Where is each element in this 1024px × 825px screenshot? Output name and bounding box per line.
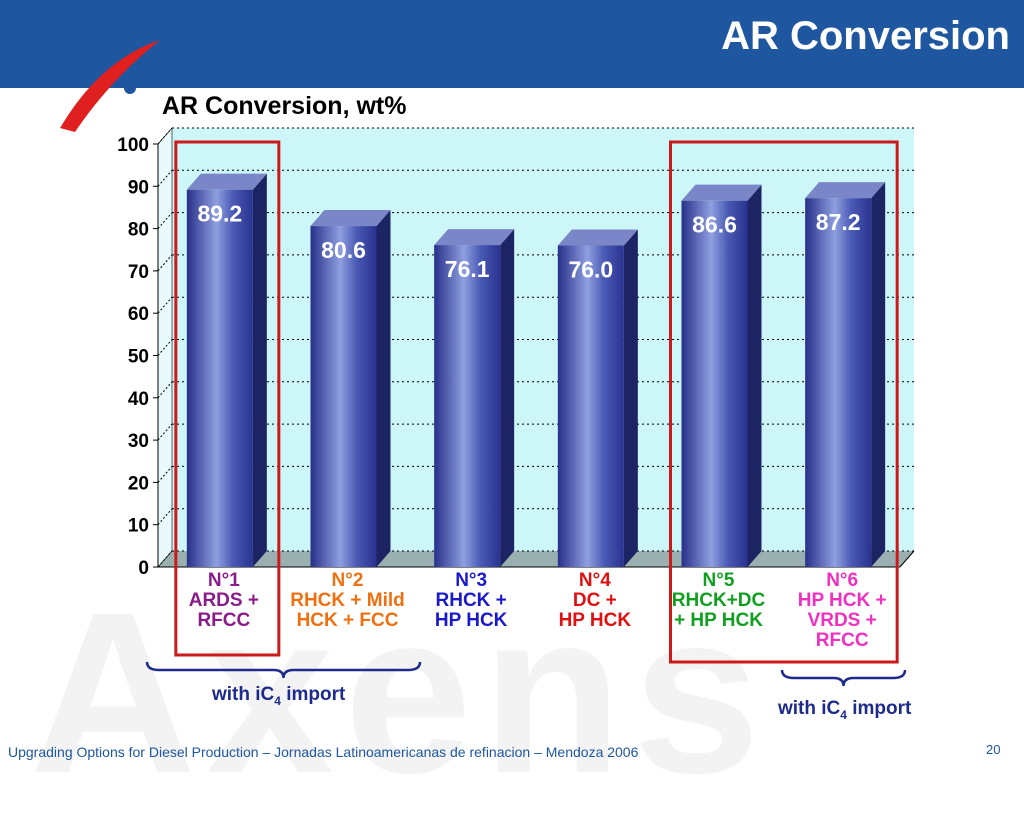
plot-floor: [158, 551, 914, 567]
y-tick-label: 80: [128, 220, 149, 241]
gridline-diagonal: [157, 423, 173, 441]
x-axis-depth: [899, 550, 915, 568]
left-group-brace: [145, 661, 422, 679]
y-tick-label: 50: [128, 347, 149, 368]
bar-top: [434, 229, 515, 246]
y-tick-label: 100: [117, 135, 149, 156]
gridline-diagonal: [157, 169, 173, 187]
bar-side: [500, 229, 515, 568]
page-number: 20: [986, 742, 1001, 757]
gridline-diagonal: [157, 339, 173, 356]
gridline-diagonal: [157, 466, 173, 483]
x-category-label: N°2 RHCK + Mild HCK + FCC: [290, 570, 405, 631]
highlight-box-left: [174, 140, 281, 657]
bar-side: [871, 182, 886, 568]
y-tick-label: 60: [128, 304, 149, 325]
x-category-label: N°6 HP HCK + VRDS + RFCC: [797, 570, 887, 651]
bar-side: [747, 184, 762, 567]
bar-side: [376, 210, 391, 567]
bar-data-label: 76.0: [568, 257, 613, 283]
bar-data-label: 89.2: [197, 201, 242, 227]
y-tick-label: 40: [128, 389, 149, 410]
left-group-note: with iC4 import: [212, 684, 346, 708]
bar-top: [557, 229, 638, 246]
gridline-diagonal: [157, 508, 173, 526]
bar: [310, 226, 377, 567]
bar: [557, 245, 624, 567]
x-category-label: N°1 ARDS + RFCC: [188, 570, 259, 631]
gridline-diagonal: [157, 127, 173, 145]
bar-data-label: 76.1: [445, 256, 490, 282]
right-group-note: with iC4 import: [778, 698, 912, 722]
bar-top: [805, 182, 886, 199]
x-category-label: N°5 RHCK+DC + HP HCK: [671, 570, 766, 631]
header-bar: [0, 0, 1024, 88]
right-group-brace: [780, 669, 907, 687]
bar-top: [186, 173, 267, 190]
bar: [186, 189, 253, 567]
bar-data-label: 87.2: [816, 209, 861, 235]
bar-top: [310, 210, 391, 227]
gridline-diagonal: [157, 254, 173, 272]
bar: [681, 200, 748, 567]
bar-data-label: 86.6: [692, 212, 737, 238]
gridline-diagonal: [157, 550, 173, 568]
bar-top: [681, 184, 762, 201]
bar-chart: 0 10 20 30 40 50 60 70 80 90 100 89.2 80.6 76.1 76.0 86…: [117, 127, 915, 687]
y-tick-label: 30: [128, 431, 149, 452]
chart-title: AR Conversion, wt%: [162, 92, 407, 120]
gridline-diagonal: [157, 296, 173, 314]
y-tick-label: 70: [128, 262, 149, 283]
plot-side-wall: [157, 127, 173, 568]
y-tick-label: 10: [128, 516, 149, 537]
y-tick-label: 0: [138, 558, 149, 579]
axens-logo: [0, 40, 210, 140]
x-category-label: N°3 RHCK + HP HCK: [434, 570, 508, 631]
bar-data-label: 80.6: [321, 237, 366, 263]
gridline-diagonal: [157, 381, 173, 399]
bar-side: [623, 229, 638, 567]
bar: [434, 245, 501, 568]
bar-side: [252, 173, 267, 567]
gridline-diagonal: [157, 212, 173, 229]
y-tick-label: 20: [128, 473, 149, 494]
x-category-label: N°4 DC + HP HCK: [558, 570, 632, 631]
y-tick-label: 90: [128, 177, 149, 198]
slide-title: AR Conversion: [721, 14, 1010, 58]
bar: [805, 198, 872, 568]
highlight-box-right: [669, 140, 899, 664]
footer-text: Upgrading Options for Diesel Production …: [8, 744, 639, 760]
